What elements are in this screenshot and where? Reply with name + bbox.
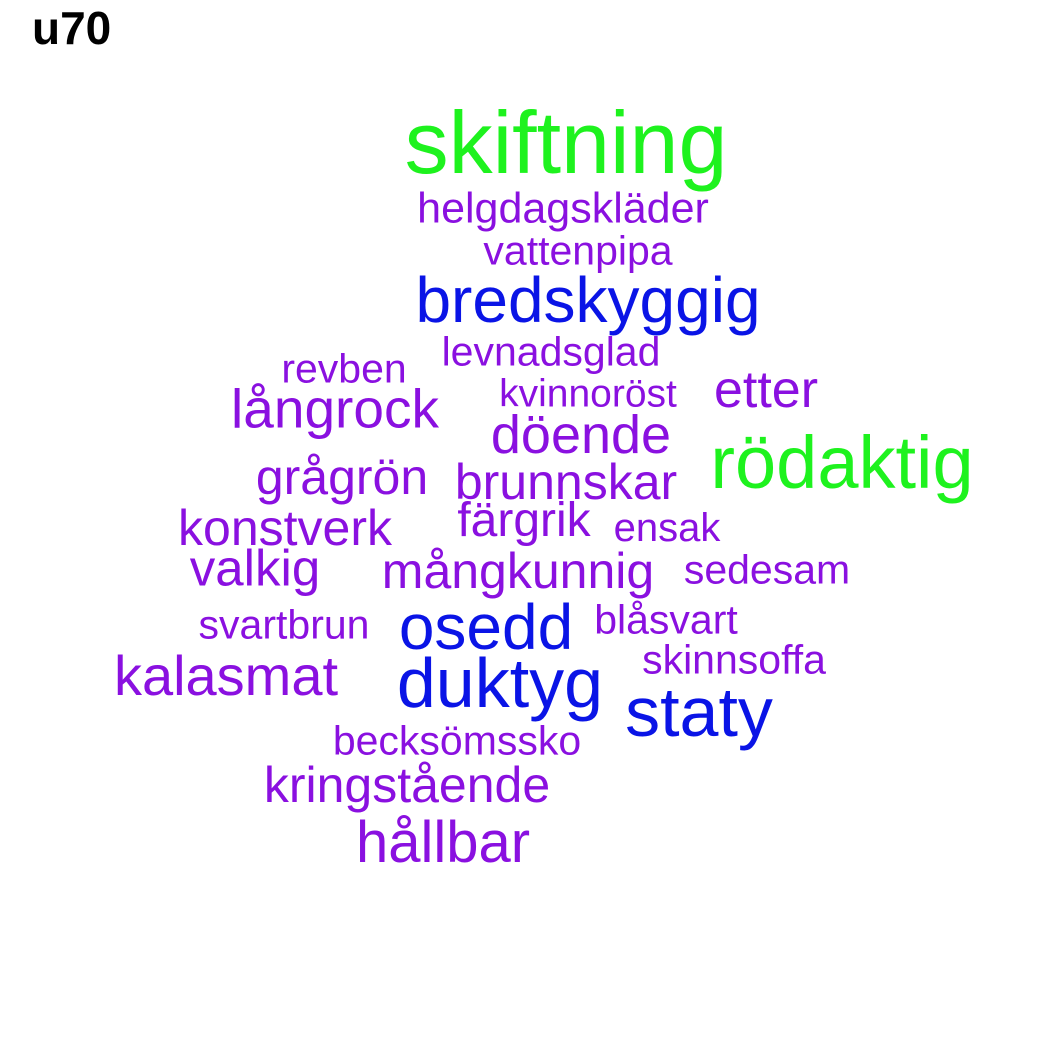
word-etter: etter — [713, 361, 819, 419]
word-konstverk: konstverk — [178, 500, 392, 556]
word-gragron: grågrön — [255, 449, 429, 505]
word-langrock: långrock — [231, 377, 439, 440]
word-kalasmat: kalasmat — [113, 644, 339, 707]
word-duktyg: duktyg — [396, 644, 604, 722]
word-helgdagsklader: helgdagskläder — [417, 184, 709, 233]
word-mangkunnig: mångkunnig — [381, 543, 655, 599]
word-vattenpipa: vattenpipa — [483, 227, 673, 274]
word-osedd: osedd — [398, 591, 574, 663]
word-kringstaende: kringstående — [263, 757, 551, 813]
word-kvinnorost: kvinnoröst — [499, 372, 677, 416]
word-staty: staty — [625, 673, 773, 751]
panel-title: u70 — [32, 2, 112, 54]
word-skiftning: skiftning — [404, 93, 728, 192]
word-brunnskar: brunnskar — [454, 454, 678, 510]
word-skinnsoffa: skinnsoffa — [642, 636, 826, 683]
word-levnadsglad: levnadsglad — [441, 328, 661, 375]
word-doende: döende — [490, 405, 672, 465]
word-bredskyggig: bredskyggig — [415, 264, 761, 336]
word-revben: revben — [281, 345, 407, 392]
word-valkig: valkig — [189, 539, 321, 597]
word-svartbrun: svartbrun — [198, 601, 370, 648]
word-sedesam: sedesam — [683, 546, 851, 593]
word-blasvart: blåsvart — [594, 596, 738, 643]
word-rodaktig: rödaktig — [710, 421, 974, 504]
word-ensak: ensak — [613, 506, 721, 550]
word-becksomssko: becksömssko — [332, 717, 582, 764]
word-hallbar: hållbar — [355, 810, 531, 875]
word-fargrik: färgrik — [457, 494, 591, 547]
